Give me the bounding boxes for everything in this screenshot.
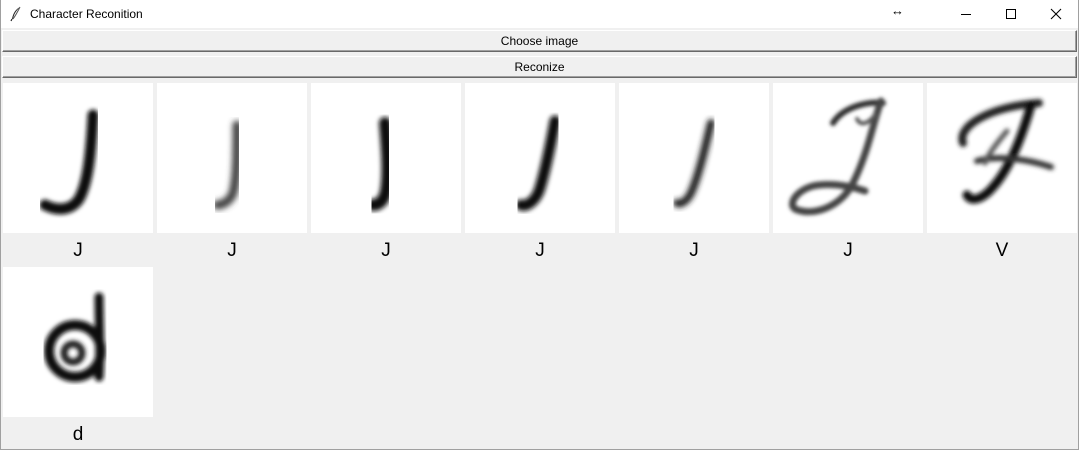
resize-cursor-icon: ↔	[891, 3, 904, 18]
prediction-label-3: J	[381, 240, 391, 261]
feather-icon	[9, 6, 23, 22]
prediction-label-5: J	[689, 240, 699, 261]
prediction-label-7: V	[995, 240, 1009, 261]
character-image-1	[3, 83, 153, 233]
prediction-label-6: J	[843, 240, 853, 261]
title-bar[interactable]: Character Reconition ↔	[1, 0, 1078, 28]
choose-image-button[interactable]: Choose image	[2, 30, 1077, 52]
maximize-icon	[1006, 9, 1016, 19]
character-image-4	[465, 83, 615, 233]
prediction-label-1: J	[73, 240, 83, 261]
maximize-button[interactable]	[988, 0, 1034, 28]
close-icon	[1050, 8, 1062, 20]
recognize-button[interactable]: Reconize	[2, 56, 1077, 78]
character-image-2	[157, 83, 307, 233]
character-image-3	[311, 83, 461, 233]
prediction-label-8: d	[72, 424, 84, 445]
minimize-button[interactable]	[943, 0, 989, 28]
character-image-8	[3, 267, 153, 417]
minimize-icon	[961, 14, 971, 15]
window-title: Character Reconition	[30, 7, 143, 21]
character-image-7	[927, 83, 1077, 233]
character-image-5	[619, 83, 769, 233]
character-image-6	[773, 83, 923, 233]
prediction-label-4: J	[535, 240, 545, 261]
prediction-label-2: J	[227, 240, 237, 261]
close-button[interactable]	[1033, 0, 1079, 28]
